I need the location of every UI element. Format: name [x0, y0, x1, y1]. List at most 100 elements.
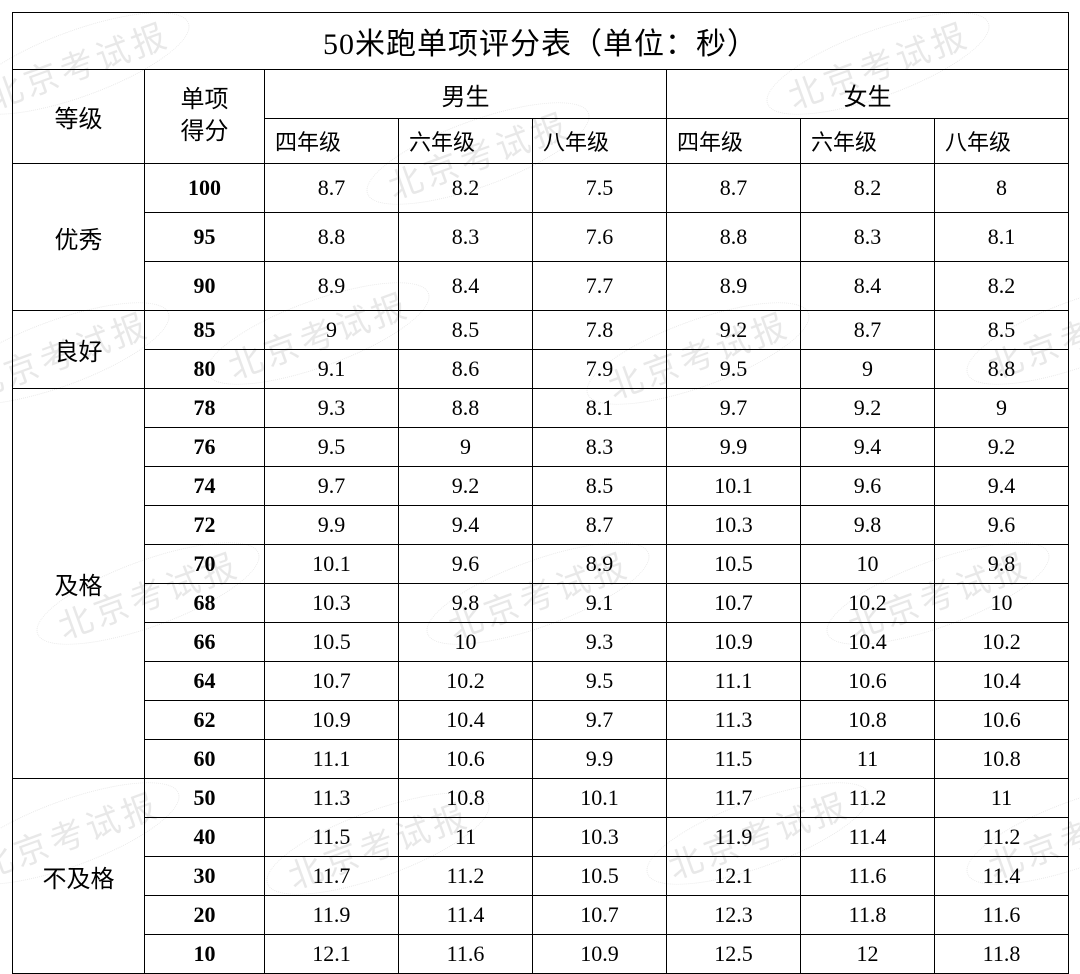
value-cell: 11.3 [265, 779, 399, 818]
value-cell: 10.1 [667, 467, 801, 506]
value-cell: 12.1 [265, 935, 399, 974]
score-cell: 66 [145, 623, 265, 662]
value-cell: 8.1 [533, 389, 667, 428]
table-row: 不及格5011.310.810.111.711.211 [13, 779, 1069, 818]
value-cell: 9.7 [533, 701, 667, 740]
value-cell: 9.9 [533, 740, 667, 779]
value-cell: 12.5 [667, 935, 801, 974]
col-score: 单项 得分 [145, 70, 265, 164]
score-cell: 80 [145, 350, 265, 389]
value-cell: 8.3 [399, 213, 533, 262]
value-cell: 8.7 [533, 506, 667, 545]
value-cell: 10.6 [399, 740, 533, 779]
value-cell: 7.9 [533, 350, 667, 389]
value-cell: 8.8 [265, 213, 399, 262]
value-cell: 11.2 [935, 818, 1069, 857]
value-cell: 8.7 [667, 164, 801, 213]
value-cell: 7.5 [533, 164, 667, 213]
value-cell: 11 [935, 779, 1069, 818]
table-row: 6011.110.69.911.51110.8 [13, 740, 1069, 779]
value-cell: 8 [935, 164, 1069, 213]
value-cell: 10.4 [399, 701, 533, 740]
table-row: 4011.51110.311.911.411.2 [13, 818, 1069, 857]
value-cell: 9.1 [533, 584, 667, 623]
value-cell: 10.3 [667, 506, 801, 545]
value-cell: 8.4 [399, 262, 533, 311]
score-cell: 68 [145, 584, 265, 623]
value-cell: 11.5 [265, 818, 399, 857]
value-cell: 8.7 [265, 164, 399, 213]
value-cell: 8.8 [667, 213, 801, 262]
value-cell: 11.9 [265, 896, 399, 935]
col-score-text: 单项 得分 [181, 87, 229, 144]
table-row: 6210.910.49.711.310.810.6 [13, 701, 1069, 740]
value-cell: 8.2 [801, 164, 935, 213]
value-cell: 8.9 [265, 262, 399, 311]
value-cell: 12 [801, 935, 935, 974]
value-cell: 10.7 [265, 662, 399, 701]
value-cell: 10.5 [265, 623, 399, 662]
value-cell: 9.2 [935, 428, 1069, 467]
col-grade: 四年级 [667, 119, 801, 164]
score-cell: 95 [145, 213, 265, 262]
score-cell: 100 [145, 164, 265, 213]
table-title: 50米跑单项评分表（单位：秒） [13, 13, 1069, 70]
value-cell: 8.5 [533, 467, 667, 506]
value-cell: 10.1 [265, 545, 399, 584]
value-cell: 10.9 [533, 935, 667, 974]
score-cell: 40 [145, 818, 265, 857]
value-cell: 9 [801, 350, 935, 389]
table-row: 1012.111.610.912.51211.8 [13, 935, 1069, 974]
value-cell: 9.6 [399, 545, 533, 584]
value-cell: 8.3 [801, 213, 935, 262]
value-cell: 10.8 [399, 779, 533, 818]
value-cell: 7.6 [533, 213, 667, 262]
level-cell: 良好 [13, 311, 145, 389]
value-cell: 9.7 [265, 467, 399, 506]
value-cell: 11.6 [399, 935, 533, 974]
score-cell: 74 [145, 467, 265, 506]
value-cell: 11.6 [801, 857, 935, 896]
col-grade: 六年级 [399, 119, 533, 164]
value-cell: 9 [399, 428, 533, 467]
table-row: 2011.911.410.712.311.811.6 [13, 896, 1069, 935]
value-cell: 8.5 [935, 311, 1069, 350]
table-row: 6410.710.29.511.110.610.4 [13, 662, 1069, 701]
level-cell: 优秀 [13, 164, 145, 311]
value-cell: 9.1 [265, 350, 399, 389]
value-cell: 9.2 [801, 389, 935, 428]
table-row: 6810.39.89.110.710.210 [13, 584, 1069, 623]
value-cell: 9.2 [399, 467, 533, 506]
value-cell: 11.9 [667, 818, 801, 857]
value-cell: 10.7 [667, 584, 801, 623]
value-cell: 11 [399, 818, 533, 857]
table-row: 3011.711.210.512.111.611.4 [13, 857, 1069, 896]
score-cell: 78 [145, 389, 265, 428]
value-cell: 9.2 [667, 311, 801, 350]
value-cell: 11.2 [399, 857, 533, 896]
value-cell: 11.7 [265, 857, 399, 896]
value-cell: 9.4 [801, 428, 935, 467]
col-male: 男生 [265, 70, 667, 119]
value-cell: 11.4 [935, 857, 1069, 896]
value-cell: 8.1 [935, 213, 1069, 262]
value-cell: 11.1 [265, 740, 399, 779]
value-cell: 9.9 [667, 428, 801, 467]
value-cell: 10.1 [533, 779, 667, 818]
value-cell: 7.7 [533, 262, 667, 311]
score-cell: 62 [145, 701, 265, 740]
value-cell: 10.6 [935, 701, 1069, 740]
value-cell: 9.8 [399, 584, 533, 623]
value-cell: 8.2 [399, 164, 533, 213]
value-cell: 10.2 [935, 623, 1069, 662]
table-row: 优秀1008.78.27.58.78.28 [13, 164, 1069, 213]
value-cell: 10.9 [667, 623, 801, 662]
col-grade: 六年级 [801, 119, 935, 164]
value-cell: 11.8 [935, 935, 1069, 974]
value-cell: 8.9 [667, 262, 801, 311]
value-cell: 10.5 [533, 857, 667, 896]
value-cell: 9.5 [533, 662, 667, 701]
score-cell: 72 [145, 506, 265, 545]
score-cell: 85 [145, 311, 265, 350]
value-cell: 10.3 [533, 818, 667, 857]
